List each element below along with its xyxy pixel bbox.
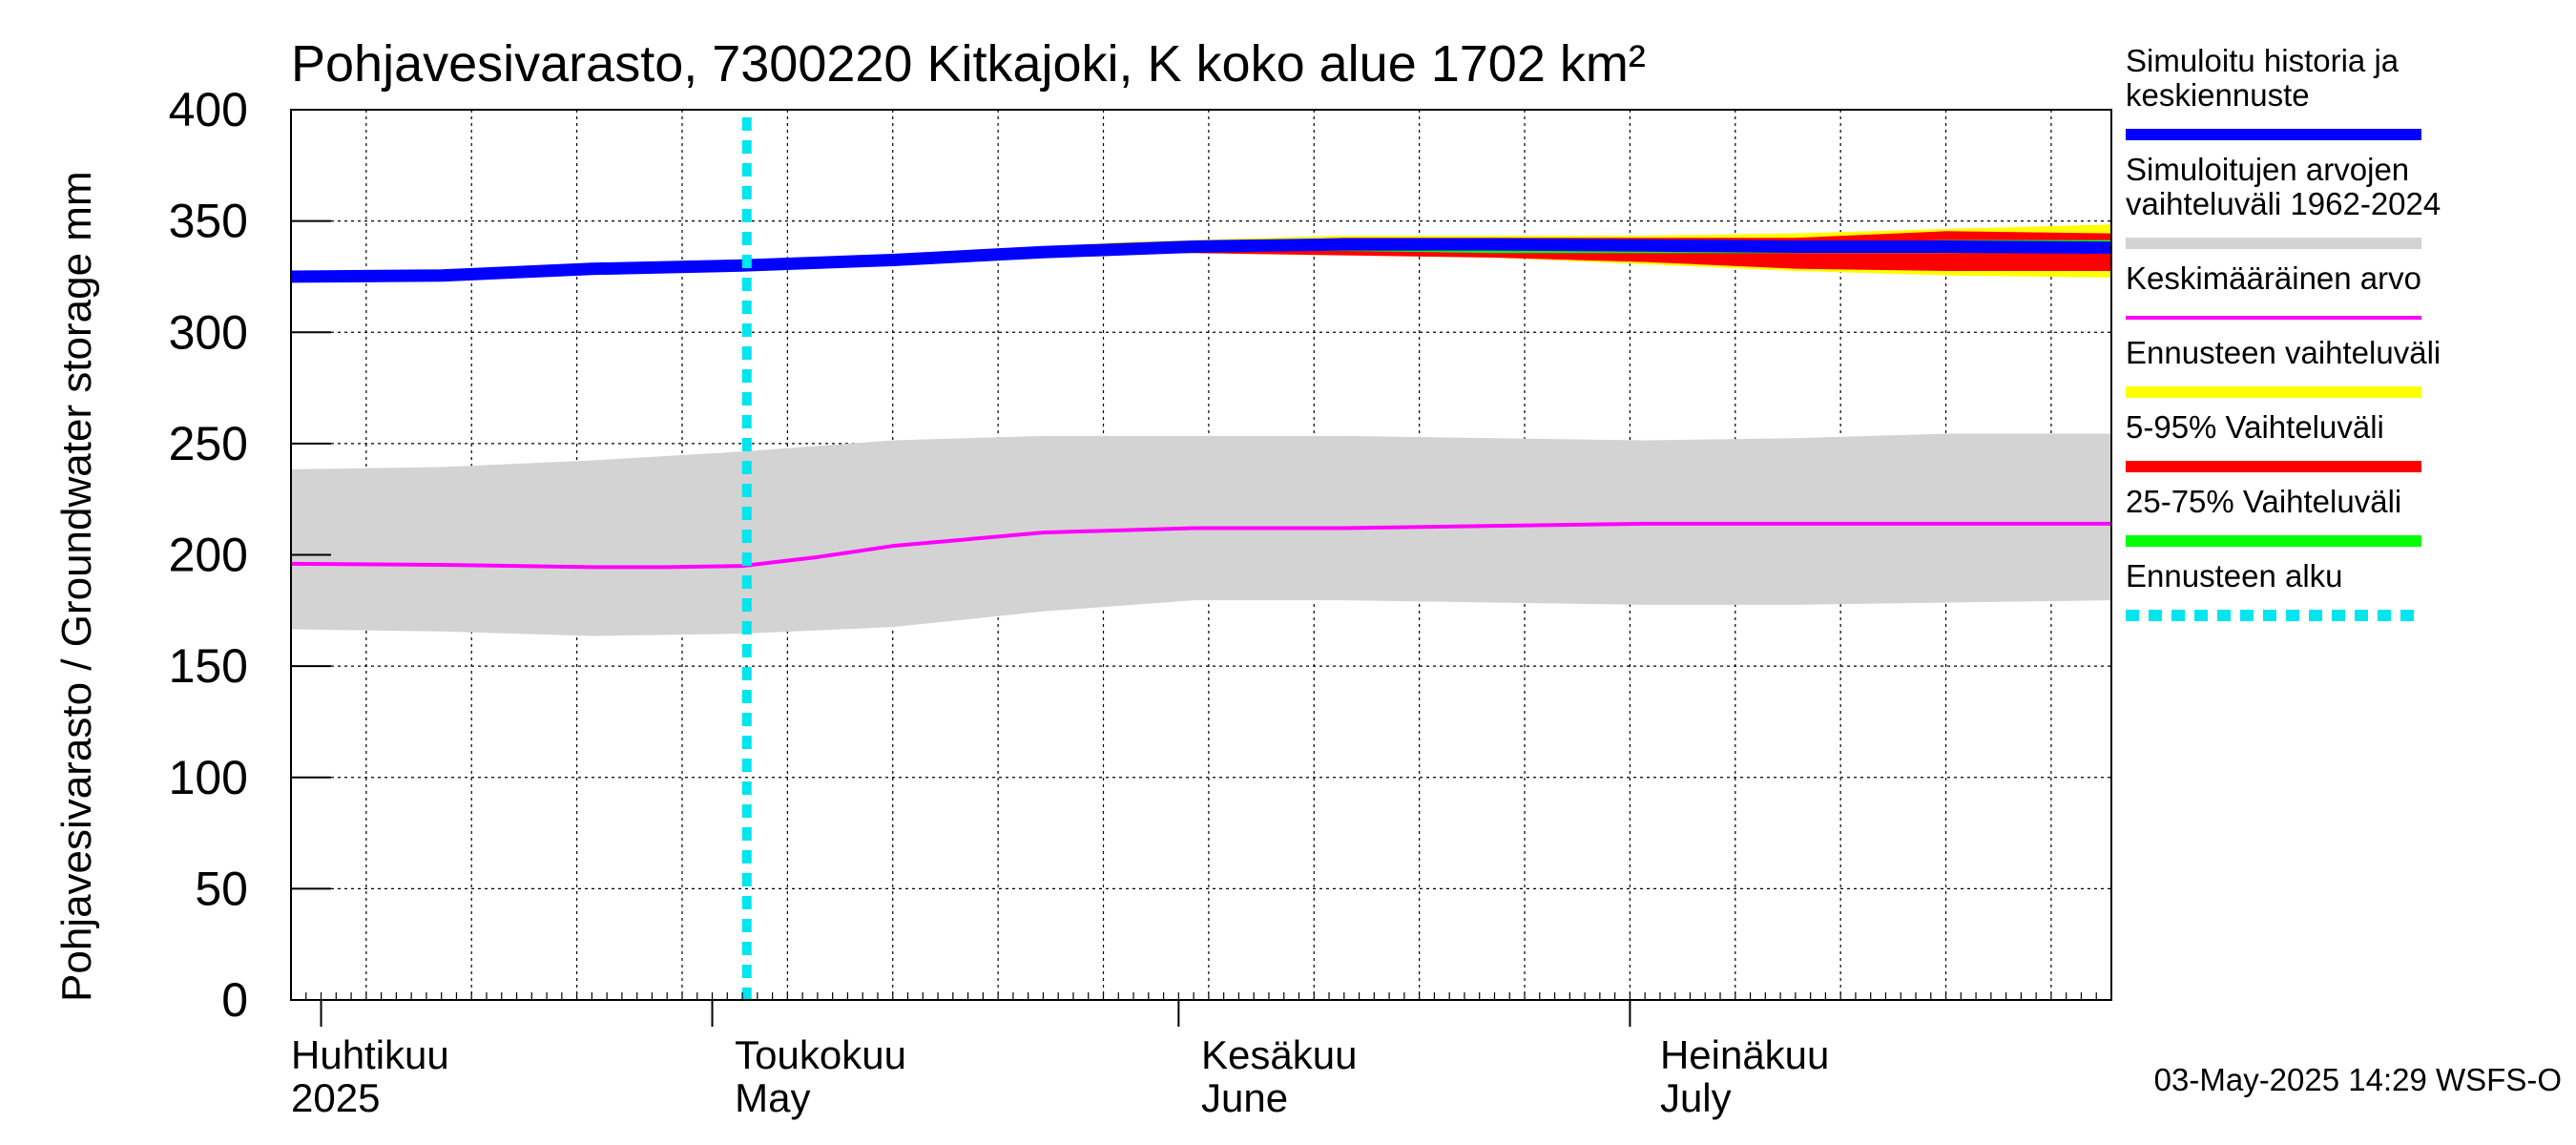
y-axis-label: Pohjavesivarasto / Groundwater storage m… [53, 171, 100, 1002]
legend-label: Ennusteen vaihteluväli [2126, 335, 2441, 370]
legend-label: Keskimääräinen arvo [2126, 260, 2421, 296]
chart-title: Pohjavesivarasto, 7300220 Kitkajoki, K k… [291, 35, 1646, 93]
line-ff00ff [290, 521, 2111, 570]
legend-label: keskiennuste [2126, 77, 2310, 113]
legend-label: Simuloitujen arvojen [2126, 152, 2409, 187]
series-layer [290, 117, 2112, 1000]
legend-label: 5-95% Vaihteluväli [2126, 409, 2384, 445]
legend-label: Ennusteen alku [2126, 558, 2343, 593]
y-tick-label: 350 [169, 195, 248, 248]
y-tick-label: 50 [195, 862, 248, 915]
legend-label: 25-75% Vaihteluväli [2126, 484, 2401, 519]
timestamp: 03-May-2025 14:29 WSFS-O [2154, 1062, 2562, 1097]
legend-label: vaihteluväli 1962-2024 [2126, 186, 2441, 221]
y-tick-label: 250 [169, 417, 248, 470]
y-tick-label: 300 [169, 305, 248, 359]
y-tick-label: 150 [169, 639, 248, 693]
month-label-fi: Kesäkuu [1201, 1032, 1357, 1077]
month-label-fi: Toukokuu [735, 1032, 906, 1077]
month-label-en: May [735, 1075, 810, 1120]
y-tick-label: 0 [221, 973, 248, 1027]
month-label-en: July [1660, 1075, 1732, 1120]
month-label-en: June [1201, 1075, 1288, 1120]
band-d3d3d3 [290, 433, 2112, 636]
month-label-en: 2025 [291, 1075, 380, 1120]
month-label-fi: Huhtikuu [291, 1032, 449, 1077]
y-tick-label: 100 [169, 751, 248, 804]
month-label-fi: Heinäkuu [1660, 1032, 1829, 1077]
line-0000ff [290, 238, 2112, 283]
legend-label: Simuloitu historia ja [2126, 43, 2399, 78]
y-tick-label: 400 [169, 83, 248, 136]
y-tick-label: 200 [169, 529, 248, 582]
